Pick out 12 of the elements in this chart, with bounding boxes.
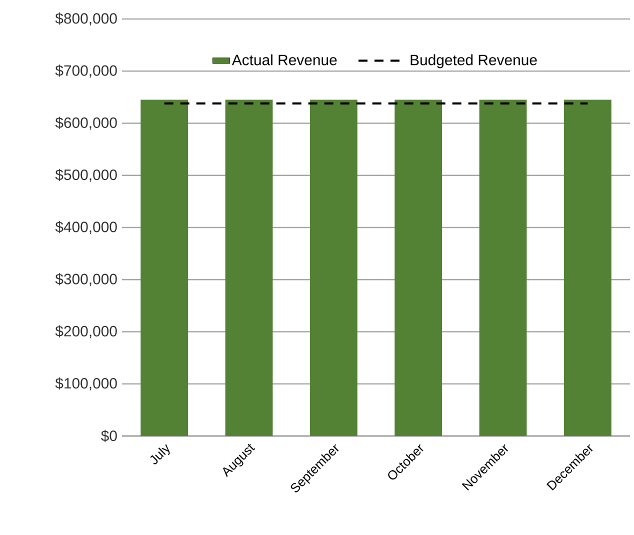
y-tick-label: $600,000 — [55, 116, 117, 130]
y-tick-label: $200,000 — [55, 325, 117, 338]
y-tick-label: $800,000 — [55, 12, 117, 26]
y-tick-label: $500,000 — [55, 168, 117, 182]
legend-label: Actual Revenue — [232, 54, 337, 66]
y-tick-label: $0 — [101, 430, 117, 442]
x-tick-label: July — [150, 444, 170, 464]
y-tick-label: $300,000 — [55, 273, 117, 286]
legend-label: Budgeted Revenue — [410, 54, 537, 68]
y-tick-label: $400,000 — [55, 221, 117, 234]
y-tick-label: $100,000 — [55, 377, 117, 390]
y-tick-label: $700,000 — [55, 64, 117, 78]
